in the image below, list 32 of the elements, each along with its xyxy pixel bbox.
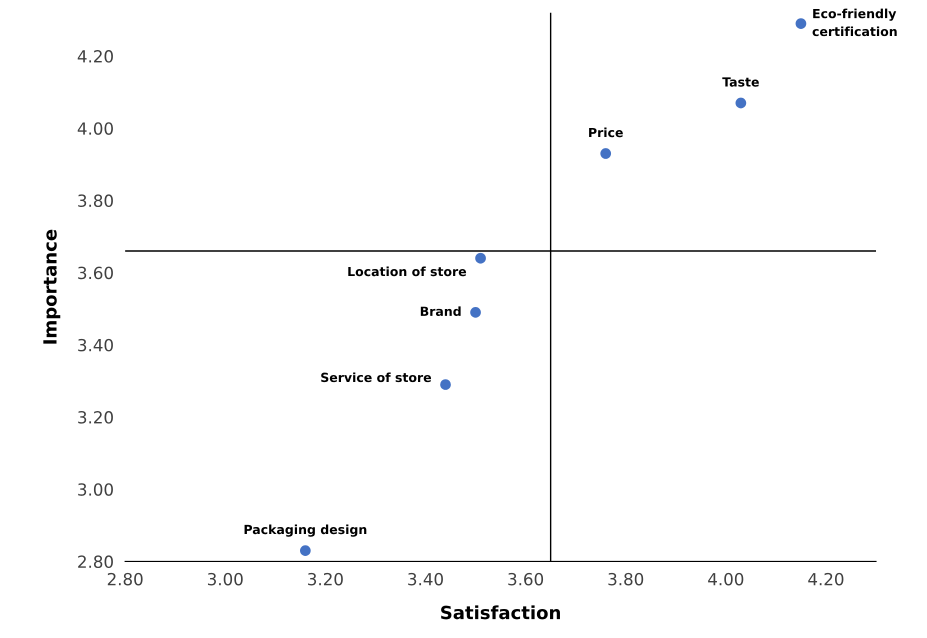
x-tick-label: 3.80 — [608, 572, 644, 586]
point — [440, 379, 451, 390]
y-tick-label: 3.40 — [78, 338, 113, 352]
x-tick-label: 2.80 — [108, 572, 143, 586]
x-tick-label: 4.20 — [808, 572, 844, 586]
annotation: Location of store — [348, 266, 466, 276]
annotation: Price — [589, 128, 623, 138]
annotation: Taste — [722, 77, 759, 87]
annotation: Brand — [420, 306, 461, 316]
y-tick-label: 4.00 — [78, 122, 113, 135]
x-tick-label: 4.00 — [708, 572, 744, 586]
point — [796, 18, 806, 29]
x-tick-label: 3.60 — [508, 572, 544, 586]
y-tick-label: 4.20 — [78, 50, 113, 63]
point — [736, 98, 746, 108]
y-axis-title: Importance — [43, 230, 60, 344]
x-axis-title: Satisfaction — [441, 605, 560, 620]
point — [600, 148, 612, 159]
y-tick-label: 3.20 — [78, 411, 113, 424]
annotation: Service of store — [321, 372, 432, 382]
y-tick-label: 3.80 — [78, 194, 113, 208]
y-tick-label: 3.00 — [78, 483, 113, 496]
y-tick-label: 3.60 — [78, 266, 113, 280]
x-tick-label: 3.00 — [208, 572, 243, 586]
x-tick-label: 3.40 — [408, 572, 443, 586]
annotation: Eco-friendly certification — [812, 8, 897, 36]
point — [475, 252, 486, 264]
x-tick-label: 3.20 — [308, 572, 343, 586]
point — [300, 545, 311, 556]
annotation: Packaging design — [244, 524, 366, 537]
y-tick-label: 2.80 — [78, 555, 113, 568]
point — [470, 307, 481, 318]
